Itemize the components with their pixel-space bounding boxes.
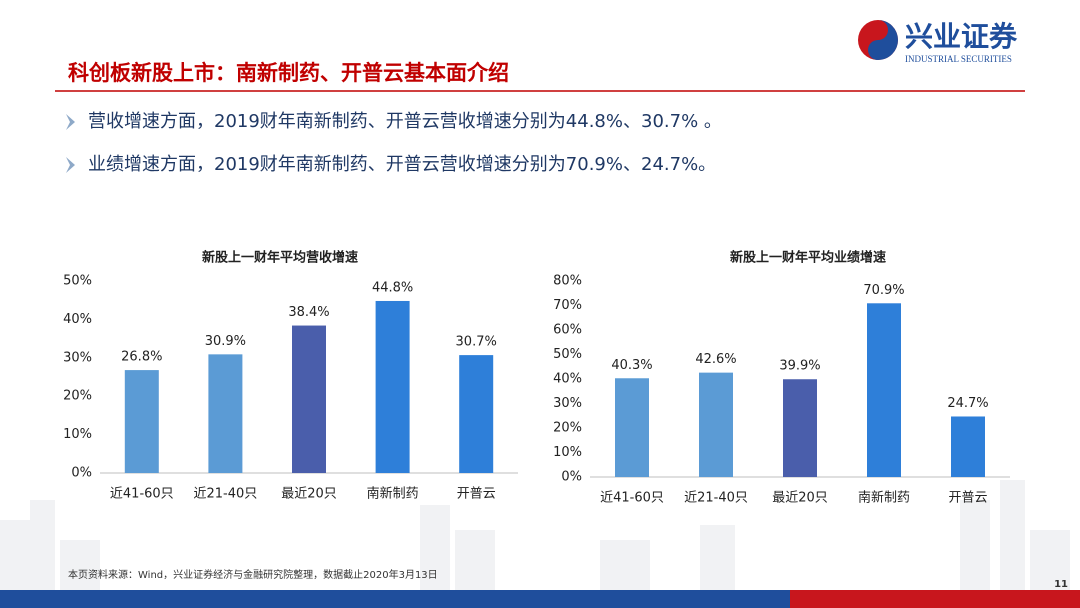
y-tick-label: 50%	[63, 274, 92, 289]
data-label: 70.9%	[863, 283, 904, 298]
data-label: 24.7%	[947, 396, 988, 411]
y-tick-label: 30%	[553, 396, 582, 411]
y-tick-label: 70%	[553, 298, 582, 313]
y-tick-label: 20%	[63, 389, 92, 404]
data-label: 38.4%	[288, 305, 329, 320]
bar	[124, 370, 159, 473]
x-tick-label: 近41-60只	[110, 487, 174, 502]
bar	[375, 300, 410, 473]
logo: 兴业证券 INDUSTRIAL SECURITIES	[858, 20, 1018, 64]
x-tick-label: 近41-60只	[600, 491, 664, 506]
bullet-marker	[66, 114, 75, 130]
data-label: 44.8%	[372, 280, 413, 295]
data-label: 42.6%	[695, 352, 736, 367]
y-tick-label: 10%	[63, 427, 92, 442]
bar	[699, 372, 733, 477]
bullet-marker	[66, 157, 75, 173]
y-tick-label: 40%	[63, 312, 92, 327]
page-number: 11	[1054, 579, 1068, 590]
y-tick-label: 10%	[553, 445, 582, 460]
skyline	[0, 480, 1070, 590]
bar	[292, 325, 326, 473]
logo-en: INDUSTRIAL SECURITIES	[905, 54, 1012, 64]
y-tick-label: 80%	[553, 274, 582, 289]
y-tick-label: 30%	[63, 350, 92, 365]
y-tick-label: 60%	[553, 323, 582, 338]
footer-bar	[790, 590, 1080, 608]
bar	[951, 416, 985, 477]
y-tick-label: 40%	[553, 372, 582, 387]
y-tick-label: 50%	[553, 347, 582, 362]
x-tick-label: 开普云	[457, 487, 496, 502]
data-label: 30.9%	[205, 334, 246, 349]
y-tick-label: 0%	[71, 466, 92, 481]
bar	[867, 303, 901, 477]
bar	[783, 379, 817, 477]
y-tick-label: 0%	[561, 470, 582, 485]
data-label: 30.7%	[456, 335, 497, 350]
logo-cn: 兴业证券	[905, 20, 1018, 53]
slide-title: 科创板新股上市：南新制药、开普云基本面介绍	[68, 61, 509, 85]
x-tick-label: 最近20只	[772, 491, 828, 506]
y-tick-label: 20%	[553, 421, 582, 436]
data-label: 39.9%	[779, 359, 820, 374]
data-label: 26.8%	[121, 350, 162, 365]
bullet-text: 业绩增速方面，2019财年南新制药、开普云营收增速分别为70.9%、24.7%。	[88, 154, 716, 175]
x-tick-label: 开普云	[948, 491, 987, 506]
x-tick-label: 最近20只	[281, 487, 337, 502]
x-tick-label: 近21-40只	[684, 491, 748, 506]
bullet-text: 营收增速方面，2019财年南新制药、开普云营收增速分别为44.8%、30.7% …	[88, 111, 722, 132]
x-tick-label: 南新制药	[367, 486, 419, 502]
bar	[459, 355, 494, 473]
chart-title: 新股上一财年平均业绩增速	[730, 250, 886, 266]
x-tick-label: 南新制药	[858, 490, 910, 506]
source-note: 本页资料来源：Wind，兴业证券经济与金融研究院整理，数据截止2020年3月13…	[68, 568, 438, 581]
data-label: 40.3%	[611, 358, 652, 373]
x-tick-label: 近21-40只	[194, 487, 258, 502]
chart-title: 新股上一财年平均营收增速	[202, 250, 358, 266]
bar	[615, 378, 649, 477]
footer-bar	[0, 590, 790, 608]
bar	[208, 354, 243, 473]
